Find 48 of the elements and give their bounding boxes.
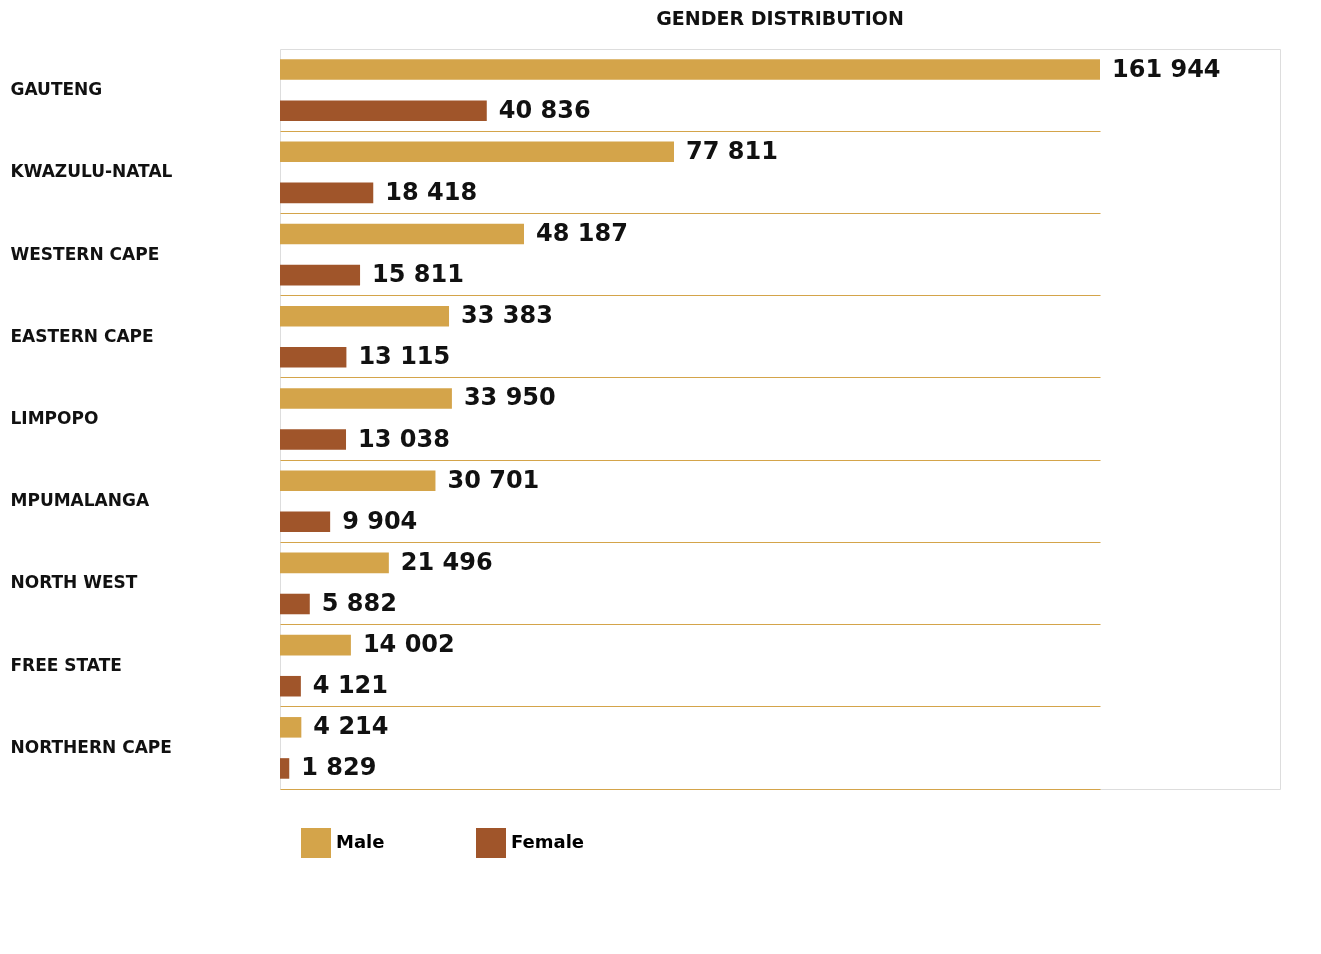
data-label: 33 950 — [463, 383, 556, 412]
data-label: 14 002 — [362, 630, 455, 659]
bar — [280, 347, 347, 368]
data-label: 33 383 — [461, 301, 553, 330]
data-label: 4 214 — [313, 712, 389, 741]
bar — [280, 593, 310, 615]
y-tick-label: WESTERN CAPE — [10, 243, 160, 264]
data-label: 4 121 — [312, 671, 389, 700]
y-tick-label: LIMPOPO — [10, 408, 99, 428]
data-label: 21 496 — [400, 547, 493, 576]
bar — [280, 182, 374, 204]
bar — [280, 675, 301, 697]
data-label: 1 829 — [301, 753, 377, 782]
data-label: 40 836 — [498, 95, 591, 124]
y-tick-label: KWAZULU-NATAL — [10, 161, 173, 182]
data-label: 161 944 — [1112, 54, 1221, 83]
legend-label: Male — [336, 831, 385, 852]
bar — [280, 305, 450, 327]
bar — [280, 264, 361, 286]
data-label: 18 418 — [385, 177, 478, 206]
y-tick-label: EASTERN CAPE — [10, 325, 154, 346]
chart-title: GENDER DISTRIBUTION — [656, 7, 904, 29]
y-tick-label: NORTH WEST — [10, 572, 138, 593]
data-label: 30 701 — [447, 465, 540, 494]
legend-label: Female — [511, 831, 585, 852]
bar — [280, 223, 524, 245]
bar — [280, 388, 452, 409]
data-label: 48 187 — [535, 219, 628, 247]
bar — [280, 141, 674, 163]
y-tick-label: GAUTENG — [10, 79, 103, 100]
bar — [280, 717, 302, 738]
bar — [280, 429, 347, 450]
data-label: 13 115 — [358, 342, 451, 371]
data-label: 5 882 — [321, 589, 397, 617]
bar — [280, 511, 331, 533]
y-tick-label: MPUMALANGA — [10, 490, 150, 511]
data-label: 15 811 — [372, 260, 464, 289]
data-label: 13 038 — [358, 424, 450, 453]
y-tick-label: NORTHERN CAPE — [10, 736, 172, 757]
data-label: 9 904 — [342, 506, 418, 535]
y-tick-label: FREE STATE — [10, 654, 122, 675]
bar — [280, 100, 487, 121]
bar — [280, 59, 1100, 80]
bar — [280, 552, 389, 574]
bar — [280, 758, 290, 779]
bar — [280, 470, 436, 491]
bar — [280, 634, 351, 656]
data-label: 77 811 — [685, 136, 778, 165]
